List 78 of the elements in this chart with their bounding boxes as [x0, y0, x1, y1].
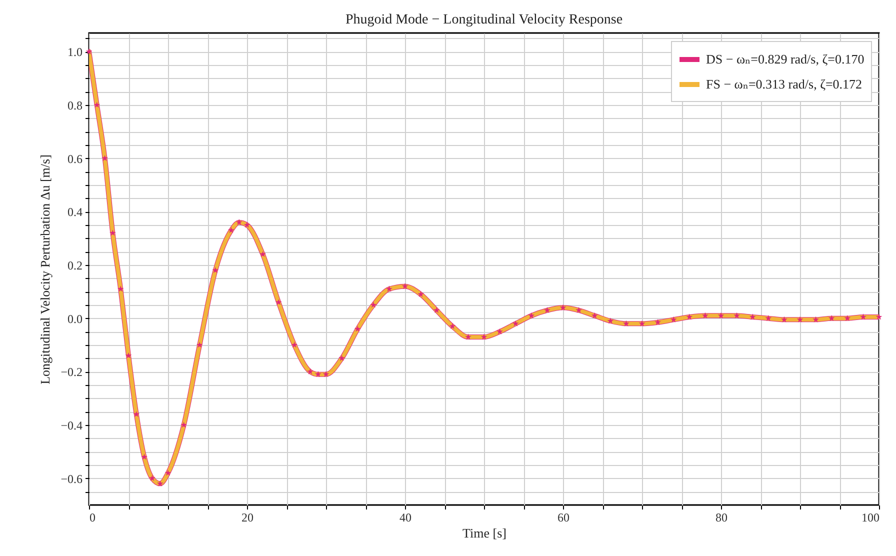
- point: [86, 48, 92, 54]
- point: [433, 306, 440, 314]
- point: [180, 422, 187, 428]
- point: [449, 322, 456, 330]
- point: [560, 304, 566, 310]
- point: [480, 334, 488, 340]
- point: [812, 316, 819, 322]
- point: [212, 266, 219, 274]
- point: [125, 352, 132, 358]
- point: [338, 354, 345, 362]
- point: [702, 312, 708, 318]
- point: [244, 222, 250, 228]
- point: [765, 314, 772, 322]
- point: [110, 230, 116, 236]
- x-tick-label: 60: [558, 510, 570, 524]
- point: [133, 410, 140, 418]
- point: [260, 250, 266, 258]
- point: [354, 326, 361, 332]
- chart-title: Phugoid Mode − Longitudinal Velocity Response: [345, 12, 623, 28]
- point: [370, 302, 377, 308]
- point: [734, 312, 740, 318]
- legend-label: FS − ωₙ=0.313 rad/s, ζ=0.172: [706, 76, 862, 92]
- point: [670, 316, 677, 322]
- point: [275, 298, 282, 306]
- point: [228, 226, 234, 234]
- point: [860, 314, 866, 320]
- x-tick-label: 100: [862, 510, 880, 524]
- point: [322, 370, 330, 378]
- y-axis-title: Longitudinal Velocity Perturbation Δu [m/s]: [38, 154, 53, 384]
- y-tick-label: −0.4: [60, 418, 82, 432]
- x-tick-label: 0: [90, 510, 96, 524]
- point: [164, 470, 172, 476]
- point: [686, 314, 693, 320]
- point: [196, 342, 203, 348]
- point: [844, 314, 851, 322]
- point: [402, 282, 408, 290]
- point: [781, 316, 788, 322]
- point: [314, 370, 322, 378]
- point: [528, 312, 535, 318]
- y-tick-label: 1.0: [68, 45, 82, 60]
- point: [386, 286, 392, 292]
- point: [654, 318, 661, 326]
- point: [307, 368, 314, 374]
- point: [465, 334, 472, 340]
- x-tick-label: 80: [716, 510, 728, 524]
- y-tick-label: 0.4: [68, 205, 82, 220]
- point: [156, 480, 164, 486]
- point: [876, 314, 882, 320]
- x-axis-title: Time [s]: [462, 526, 506, 540]
- point: [149, 474, 156, 482]
- y-tick-label: 0.6: [68, 152, 82, 166]
- point: [102, 154, 108, 162]
- y-tick-label: 0.8: [68, 98, 82, 112]
- point: [141, 454, 148, 460]
- point: [291, 342, 298, 348]
- point: [496, 328, 503, 334]
- point: [623, 320, 630, 326]
- legend-label: DS − ωₙ=0.829 rad/s, ζ=0.170: [706, 52, 864, 66]
- point: [749, 314, 756, 320]
- point: [418, 290, 424, 298]
- point: [607, 318, 614, 324]
- point: [94, 102, 100, 108]
- y-tick-label: −0.2: [60, 365, 82, 380]
- point: [718, 312, 724, 318]
- y-tick-label: 0.0: [68, 312, 82, 326]
- point: [591, 312, 598, 318]
- x-tick-label: 40: [400, 510, 412, 524]
- point: [236, 218, 242, 226]
- point: [828, 314, 835, 322]
- point: [638, 320, 646, 326]
- y-tick-label: −0.6: [60, 472, 82, 486]
- point: [512, 320, 519, 326]
- point: [796, 316, 804, 322]
- x-tick-label: 20: [242, 510, 254, 524]
- point: [117, 286, 124, 292]
- y-tick-label: 0.2: [68, 258, 82, 272]
- point: [544, 306, 550, 314]
- point: [576, 306, 582, 314]
